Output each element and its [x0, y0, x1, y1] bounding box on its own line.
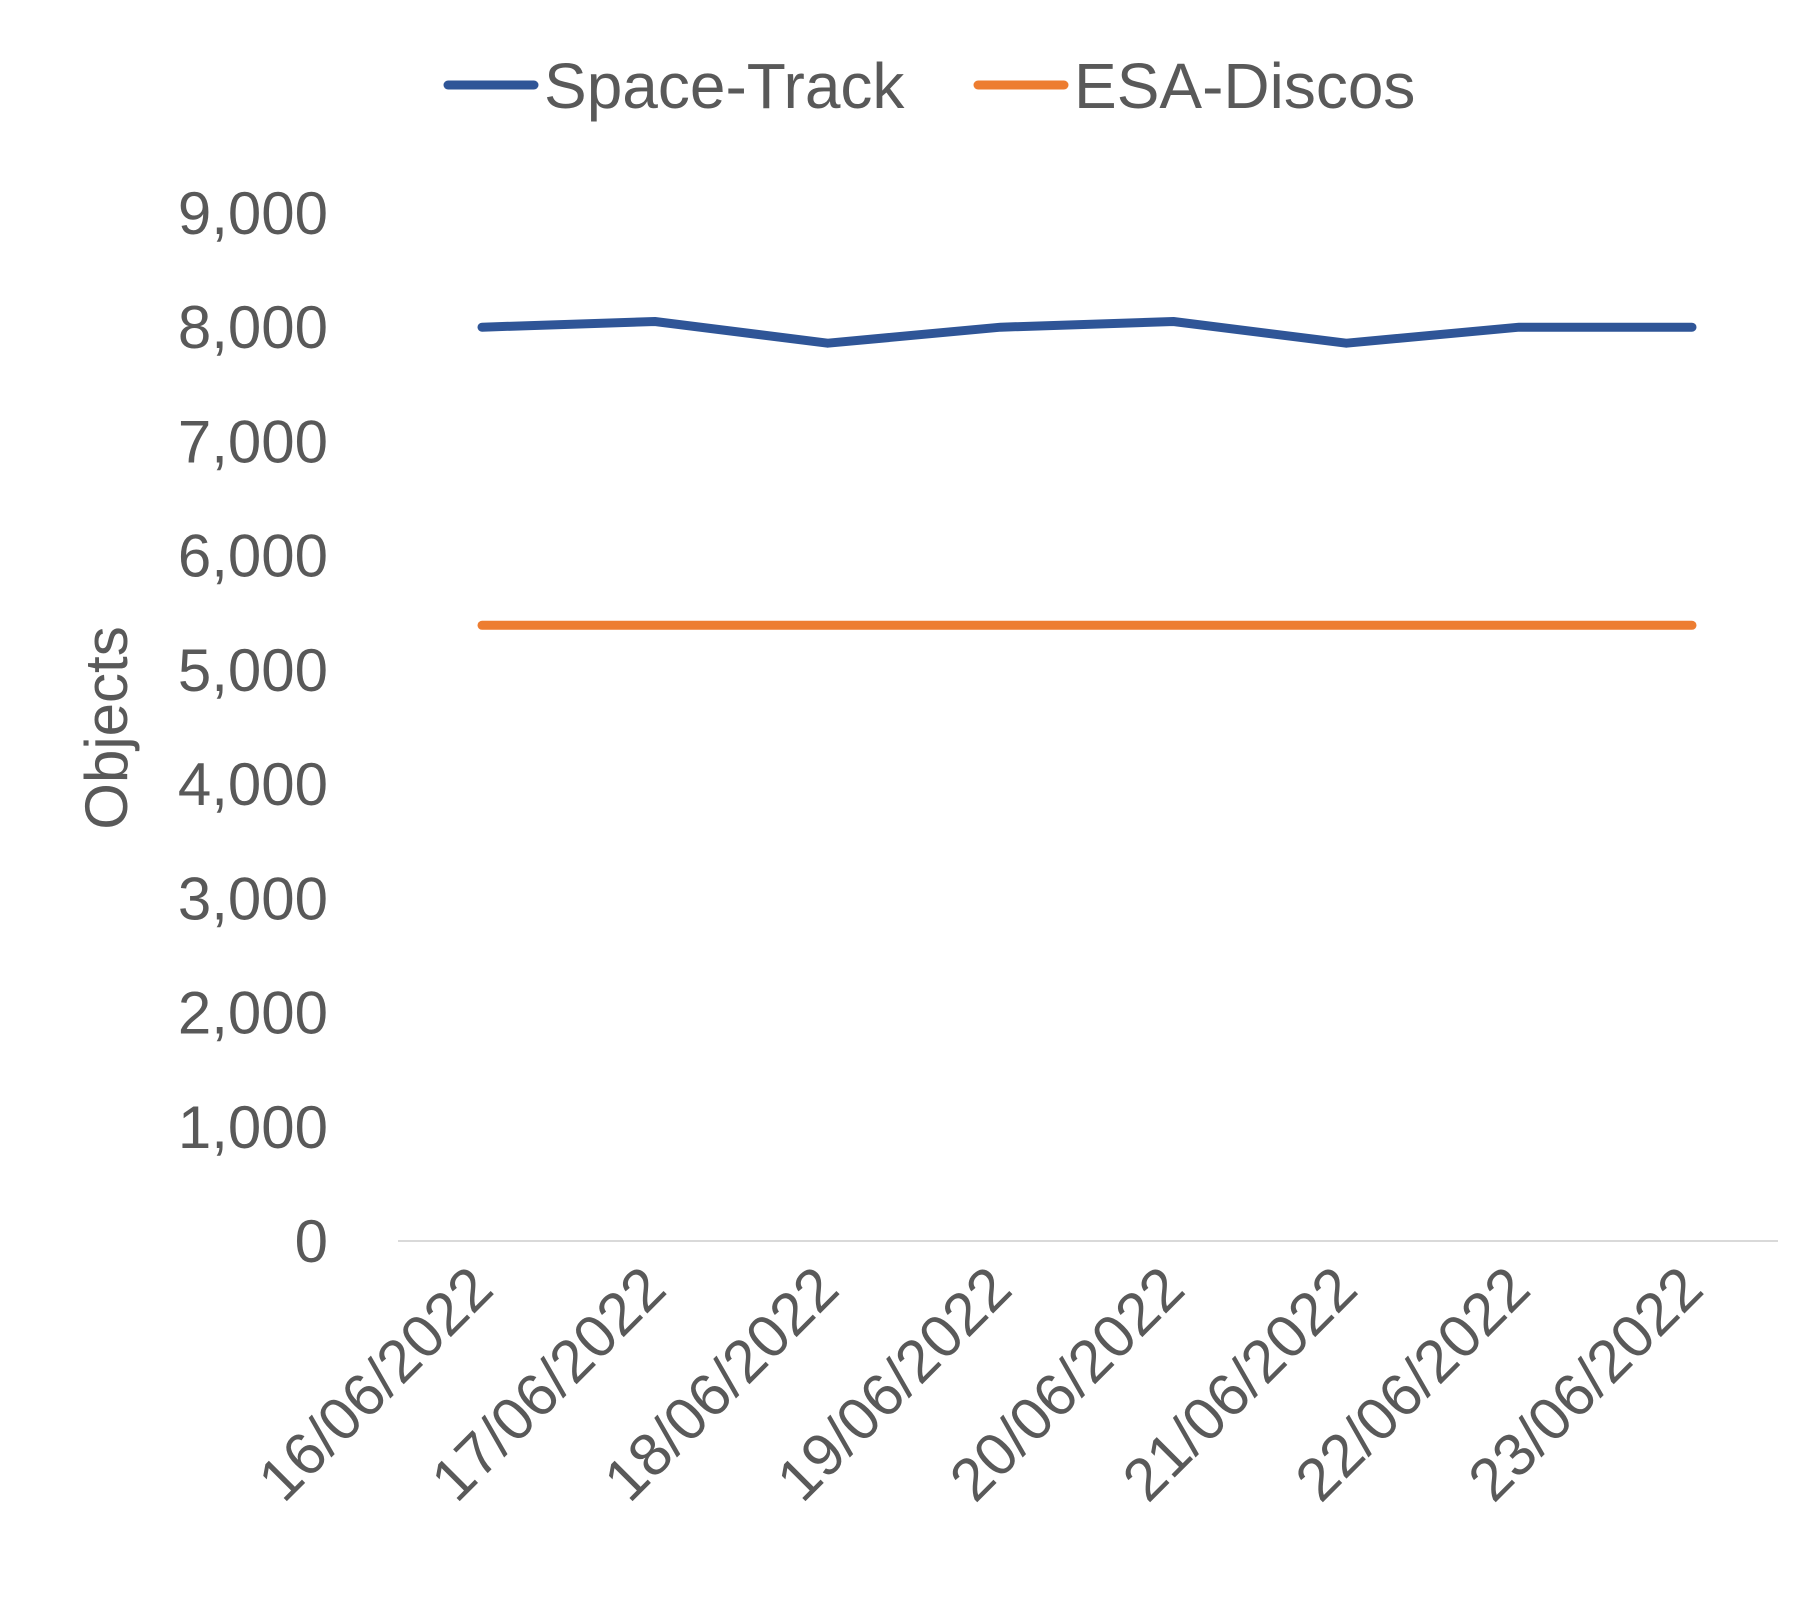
y-tick-label: 9,000	[178, 180, 328, 247]
y-tick-label: 3,000	[178, 865, 328, 932]
series-line-space-track	[477, 317, 1697, 348]
series-lines	[477, 317, 1697, 630]
y-axis-ticks: 0 1,000 2,000 3,000 4,000 5,000 6,000 7,000 8,00…	[178, 180, 328, 1275]
y-tick-label: 2,000	[178, 980, 328, 1047]
legend: Space-Track ESA-Discos	[443, 50, 1415, 122]
x-axis-ticks: 16/06/202217/06/202218/06/202219/06/2022…	[245, 1254, 1715, 1514]
y-tick-label: 0	[295, 1208, 328, 1275]
legend-label: Space-Track	[544, 50, 905, 122]
y-tick-label: 7,000	[178, 408, 328, 475]
y-tick-label: 4,000	[178, 751, 328, 818]
y-tick-label: 6,000	[178, 523, 328, 590]
y-tick-label: 5,000	[178, 637, 328, 704]
legend-label: ESA-Discos	[1074, 50, 1415, 122]
y-tick-label: 8,000	[178, 294, 328, 361]
y-tick-label: 1,000	[178, 1094, 328, 1161]
y-axis-title: Objects	[73, 626, 140, 829]
